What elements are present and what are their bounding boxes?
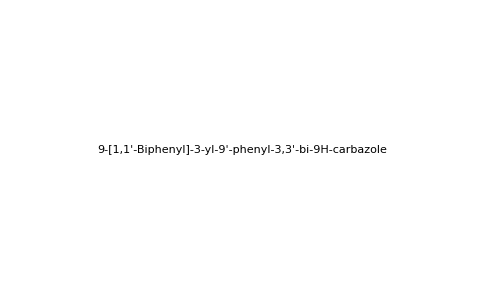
Text: 9-[1,1'-Biphenyl]-3-yl-9'-phenyl-3,3'-bi-9H-carbazole: 9-[1,1'-Biphenyl]-3-yl-9'-phenyl-3,3'-bi… — [97, 145, 387, 155]
